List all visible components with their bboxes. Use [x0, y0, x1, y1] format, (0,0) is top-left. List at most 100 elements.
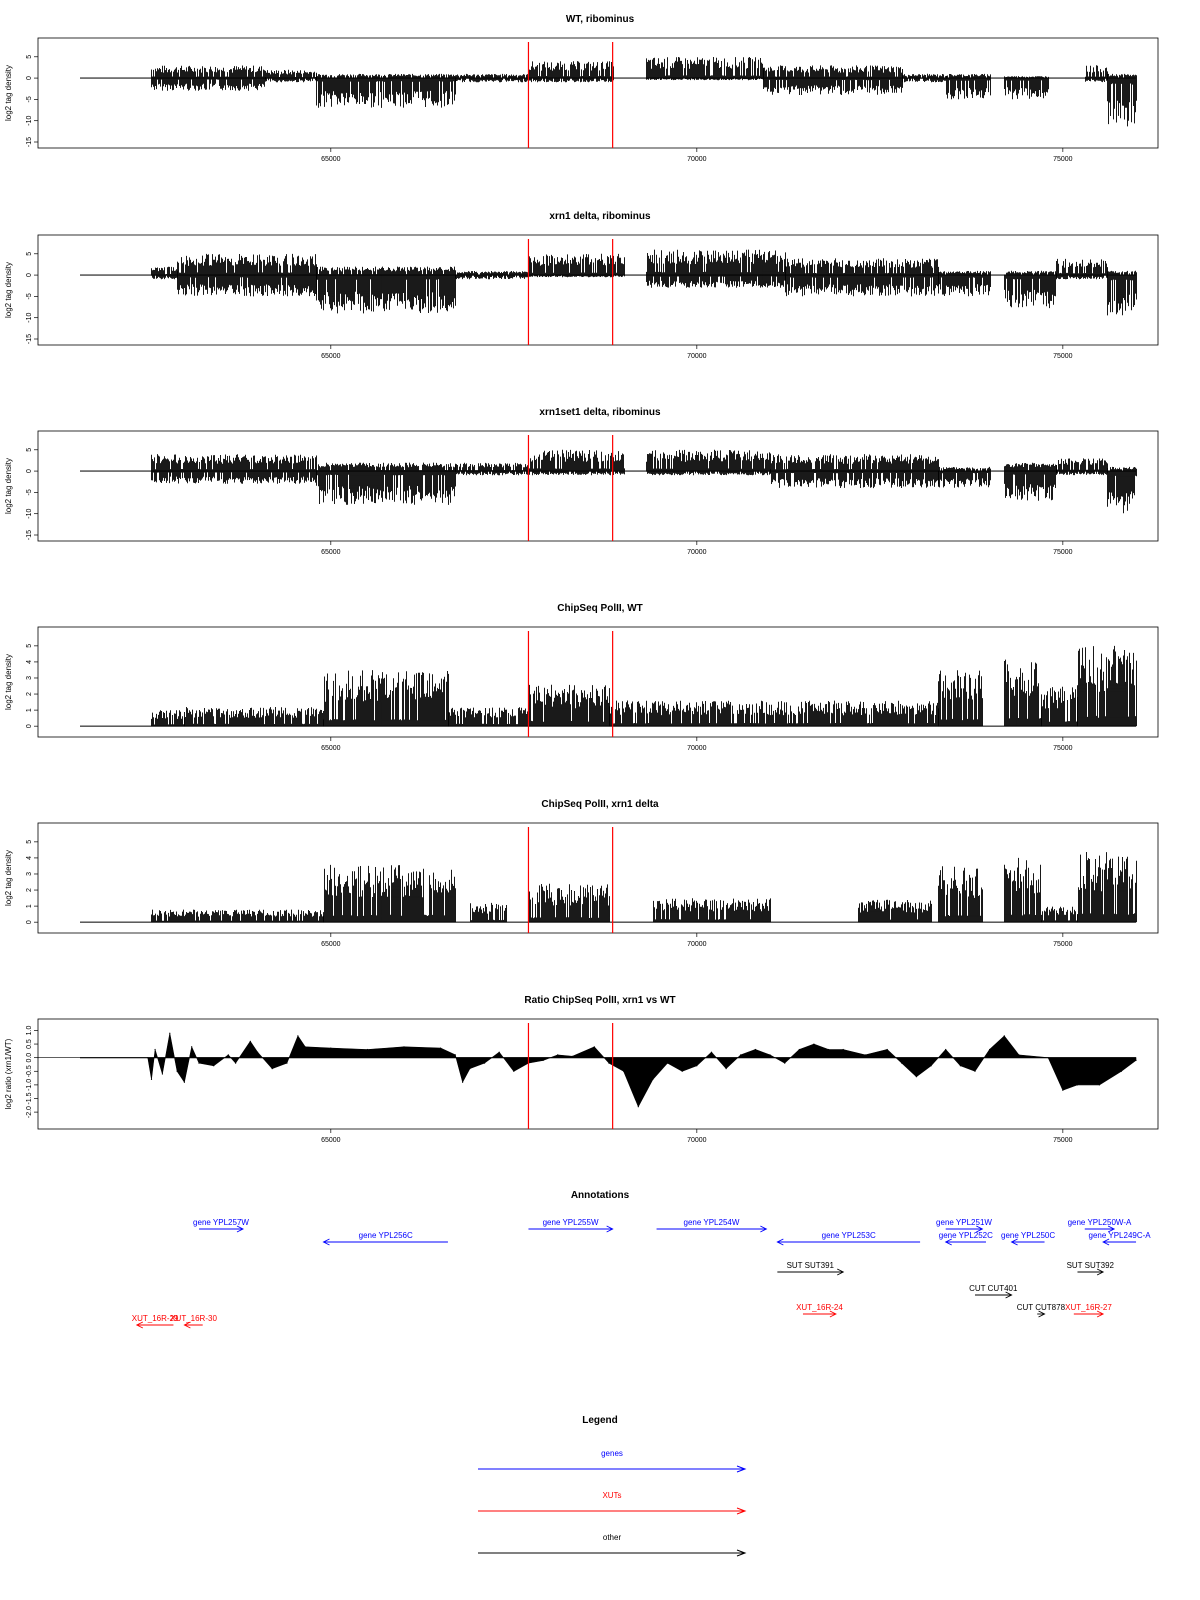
- arrow-head: [837, 1268, 845, 1276]
- ratio-point: [271, 1068, 273, 1070]
- annotation-item: XUT_16R-30: [170, 1314, 217, 1329]
- ratio-point: [754, 1048, 757, 1051]
- signal-bars: [1041, 686, 1078, 727]
- y-tick-label: 1.0: [26, 1025, 33, 1035]
- y-tick-label: 5: [26, 448, 33, 452]
- data-series: [37, 1032, 1137, 1108]
- ratio-point: [681, 1070, 683, 1072]
- ratio-point: [542, 1059, 544, 1061]
- y-tick-label: 3: [26, 676, 33, 680]
- ratio-point: [930, 1065, 932, 1067]
- signal-bars: [323, 864, 456, 923]
- signal-region: [316, 73, 456, 108]
- annotation-item: gene YPL254W: [656, 1218, 768, 1233]
- annotation-label: SUT SUT392: [1067, 1261, 1115, 1270]
- ratio-point: [1003, 1035, 1005, 1037]
- x-axis: 65000 70000 75000: [321, 148, 1073, 163]
- ratio-area: [38, 1033, 1137, 1108]
- signal-bars: [470, 902, 507, 923]
- y-tick-label: 0.5: [26, 1039, 33, 1049]
- x-tick-label: 70000: [687, 1137, 707, 1144]
- arrow-head: [1096, 1268, 1105, 1276]
- annotation-label: CUT CUT878: [1017, 1303, 1066, 1312]
- y-tick-label: -10: [26, 313, 33, 323]
- signal-region: [323, 670, 449, 727]
- ratio-point: [710, 1051, 713, 1053]
- annotation-item: gene YPL250C: [1001, 1231, 1055, 1246]
- annotation-label: CUT CUT401: [969, 1284, 1018, 1293]
- signal-region: [151, 710, 185, 727]
- ratio-point: [989, 1048, 991, 1051]
- x-tick-label: 65000: [321, 549, 341, 556]
- signal-bars: [151, 454, 317, 484]
- signal-bars: [785, 258, 939, 297]
- ratio-point: [557, 1054, 559, 1056]
- y-axis: 5 0 -5 -10 -15: [26, 252, 38, 344]
- signal-region: [653, 898, 771, 923]
- ratio-point: [161, 1073, 163, 1075]
- ratio-point: [1135, 1059, 1137, 1061]
- x-tick-label: 65000: [321, 1137, 341, 1144]
- ratio-point: [798, 1048, 800, 1051]
- signal-bars: [938, 670, 983, 727]
- ratio-point: [286, 1062, 288, 1064]
- chart-title: ChipSeq PolII, WT: [557, 603, 643, 614]
- y-tick-label: 0: [26, 469, 33, 473]
- y-tick-label: 2: [26, 888, 33, 892]
- signal-region: [151, 909, 324, 923]
- annotation-label: XUT_16R-30: [170, 1314, 217, 1323]
- data-series: [80, 645, 1137, 727]
- ratio-point: [1076, 1084, 1079, 1086]
- annotation-item: gene YPL250W-A: [1068, 1218, 1132, 1233]
- signal-region: [1077, 852, 1137, 923]
- ratio-point: [652, 1078, 654, 1080]
- y-tick-label: 4: [26, 856, 33, 860]
- y-tick-label: -10: [26, 116, 33, 126]
- signal-bars: [528, 253, 625, 278]
- data-series: [80, 852, 1137, 923]
- signal-region: [1056, 258, 1108, 280]
- signal-region: [265, 69, 317, 83]
- signal-region: [177, 253, 317, 297]
- signal-bars: [1041, 906, 1078, 923]
- signal-region: [1107, 73, 1137, 127]
- signal-region: [528, 449, 625, 476]
- ratio-point: [864, 1054, 866, 1056]
- annotation-label: XUT_16R-29: [132, 1314, 179, 1323]
- ratio-point: [1120, 1070, 1122, 1072]
- signal-bars: [1004, 857, 1042, 923]
- ratio-point: [1098, 1084, 1100, 1086]
- annotation-label: gene YPL255W: [543, 1218, 599, 1227]
- legend-entry-xuts: XUTs: [478, 1491, 747, 1515]
- signal-region: [609, 700, 939, 727]
- ratio-point: [235, 1062, 237, 1064]
- y-tick-label: 0: [26, 724, 33, 728]
- annotation-item: SUT SUT392: [1067, 1261, 1115, 1276]
- x-tick-label: 75000: [1053, 745, 1073, 752]
- ratio-point: [227, 1054, 229, 1056]
- annotation-label: SUT SUT391: [787, 1261, 835, 1270]
- chart-title: WT, ribominus: [566, 14, 635, 25]
- y-tick-label: -0.5: [26, 1065, 33, 1077]
- annotation-item: CUT CUT401: [969, 1284, 1018, 1299]
- annotation-label: gene YPL252C: [939, 1231, 993, 1240]
- x-tick-label: 75000: [1053, 941, 1073, 948]
- arrow-head: [1102, 1238, 1110, 1246]
- x-axis: 65000 70000 75000: [321, 1129, 1073, 1144]
- ratio-point: [469, 1068, 471, 1070]
- ratio-point: [696, 1065, 698, 1067]
- legend-label: other: [603, 1533, 622, 1542]
- signal-region: [1004, 270, 1057, 309]
- x-tick-label: 65000: [321, 353, 341, 360]
- signal-bars: [763, 65, 903, 95]
- x-tick-label: 70000: [687, 353, 707, 360]
- signal-region: [151, 266, 178, 280]
- signal-bars: [1107, 270, 1137, 316]
- plot-frame: [37, 234, 1159, 346]
- data-series: [80, 449, 1137, 514]
- y-tick-label: -15: [26, 334, 33, 344]
- signal-bars: [770, 454, 939, 489]
- plot-frame: [37, 430, 1159, 542]
- signal-bars: [858, 899, 932, 923]
- signal-region: [455, 462, 529, 476]
